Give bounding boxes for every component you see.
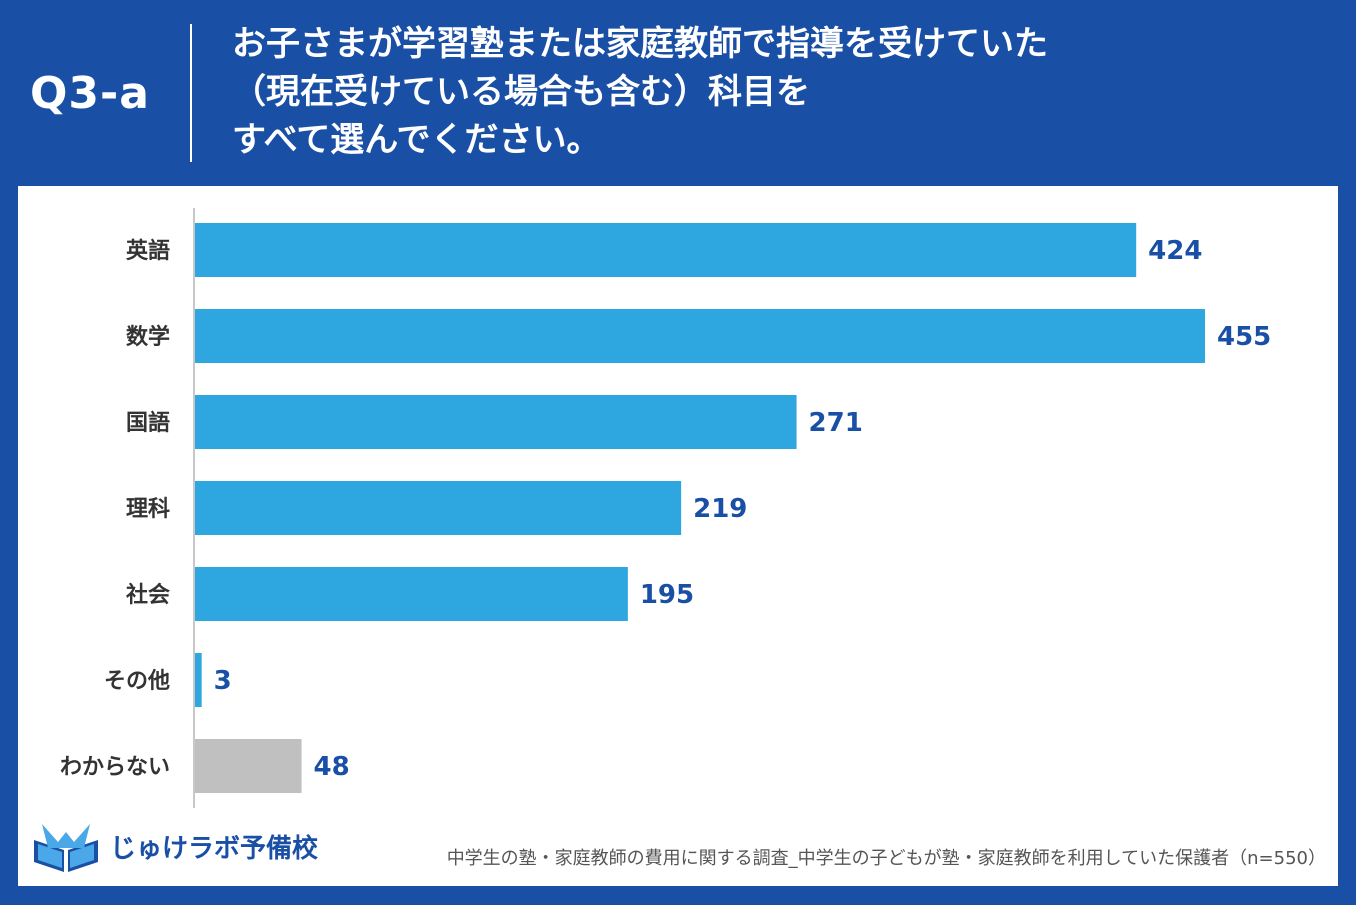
bar-1 <box>195 309 1205 363</box>
category-label-6: わからない <box>60 755 170 780</box>
title-line-3: すべて選んでください。 <box>232 120 601 160</box>
value-label-6: 48 <box>314 752 350 782</box>
brand-logo: じゅけラボ予備校 <box>30 818 330 878</box>
category-label-0: 英語 <box>126 238 170 264</box>
chart-panel: 英語 424 数学 455 国語 271 理科 219 社会 195 その他 3 わからない 48 <box>18 186 1338 886</box>
value-label-0: 424 <box>1148 236 1202 266</box>
value-label-2: 271 <box>809 408 863 438</box>
value-label-3: 219 <box>693 494 747 524</box>
question-label: Q3-a <box>30 68 150 119</box>
brand-name: じゅけラボ予備校 <box>110 834 319 864</box>
title-line-2: （現在受けている場合も含む）科目を <box>232 72 810 112</box>
question-title: お子さまが学習塾または家庭教師で指導を受けていた （現在受けている場合も含む）科… <box>232 20 1332 164</box>
category-label-2: 国語 <box>126 410 170 436</box>
value-label-1: 455 <box>1217 322 1271 352</box>
bar-2 <box>195 395 797 449</box>
bar-4 <box>195 567 628 621</box>
book-logo-icon <box>34 824 98 872</box>
bar-3 <box>195 481 682 535</box>
category-label-5: その他 <box>104 669 170 694</box>
category-label-3: 理科 <box>126 497 170 522</box>
title-line-1: お子さまが学習塾または家庭教師で指導を受けていた <box>232 24 1048 64</box>
header: Q3-a お子さまが学習塾または家庭教師で指導を受けていた （現在受けている場合… <box>0 0 1356 186</box>
header-divider <box>190 24 192 162</box>
source-note: 中学生の塾・家庭教師の費用に関する調査_中学生の子どもが塾・家庭教師を利用してい… <box>446 848 1326 869</box>
bar-0 <box>195 223 1137 277</box>
bar-6 <box>195 739 302 793</box>
bar-5 <box>195 653 202 707</box>
bar-chart: 英語 424 数学 455 国語 271 理科 219 社会 195 その他 3 わからない 48 <box>60 208 1271 808</box>
value-label-4: 195 <box>640 580 694 610</box>
category-label-1: 数学 <box>126 324 170 350</box>
value-label-5: 3 <box>214 666 232 696</box>
category-label-4: 社会 <box>126 582 170 608</box>
